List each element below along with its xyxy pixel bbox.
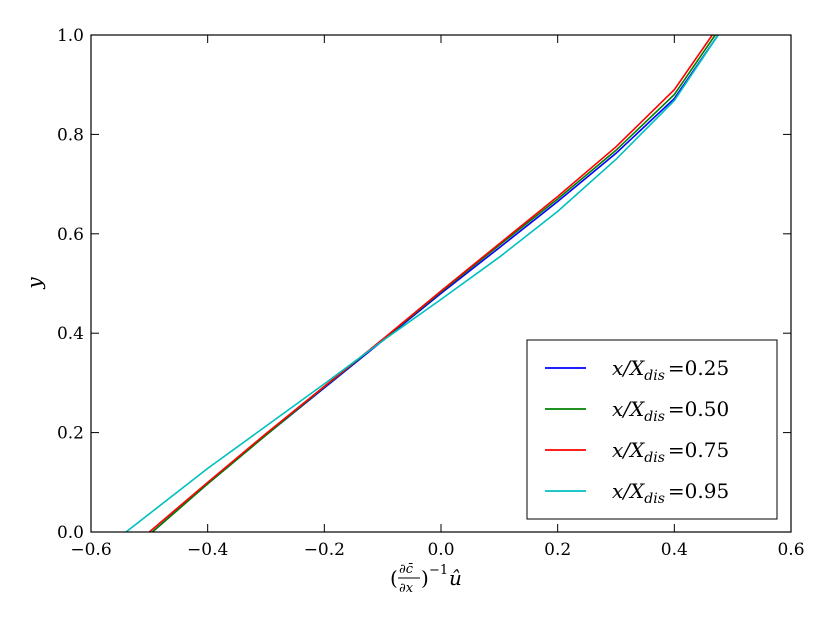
y-axis: 0.0 0.2 0.4 0.6 0.8 1.0 [57,26,791,543]
y-axis-label: y [22,277,46,290]
svg-text:∂c̄: ∂c̄ [399,562,414,577]
x-tick-label: 0.2 [544,540,571,560]
x-axis-label: ( ∂c̄ ∂x ) −1 û [390,562,462,596]
x-tick-label: −0.4 [187,540,228,560]
svg-text:∂x: ∂x [399,581,414,596]
legend-label-4: x/Xdis =0.95 [612,479,729,507]
y-tick-label: 0.8 [57,125,84,145]
legend-label-1: x/Xdis =0.25 [612,356,729,384]
svg-text:−1: −1 [429,563,448,578]
x-tick-label: 0.0 [427,540,454,560]
x-axis: −0.6 −0.4 −0.2 0.0 0.2 0.4 0.6 [70,35,805,560]
x-tick-label: 0.4 [661,540,688,560]
plot-series [125,34,719,533]
y-tick-label: 0.2 [57,424,84,444]
x-tick-label: −0.2 [304,540,345,560]
svg-text:): ) [421,566,429,590]
series-line-3 [148,34,713,533]
y-tick-label: 0.4 [57,324,84,344]
x-tick-label: 0.6 [777,540,804,560]
svg-text:(: ( [390,566,398,590]
y-tick-label: 0.0 [57,523,84,543]
svg-text:û: û [449,566,462,590]
y-tick-label: 1.0 [57,26,84,46]
series-line-4 [125,34,719,533]
legend: x/Xdis =0.25 x/Xdis =0.50 x/Xdis =0.75 x/Xdis =… [526,339,778,520]
legend-box [526,339,778,520]
legend-label-3: x/Xdis =0.75 [612,438,729,466]
y-tick-label: 0.6 [57,225,84,245]
x-tick-label: −0.6 [70,540,111,560]
legend-label-2: x/Xdis =0.50 [612,397,729,425]
